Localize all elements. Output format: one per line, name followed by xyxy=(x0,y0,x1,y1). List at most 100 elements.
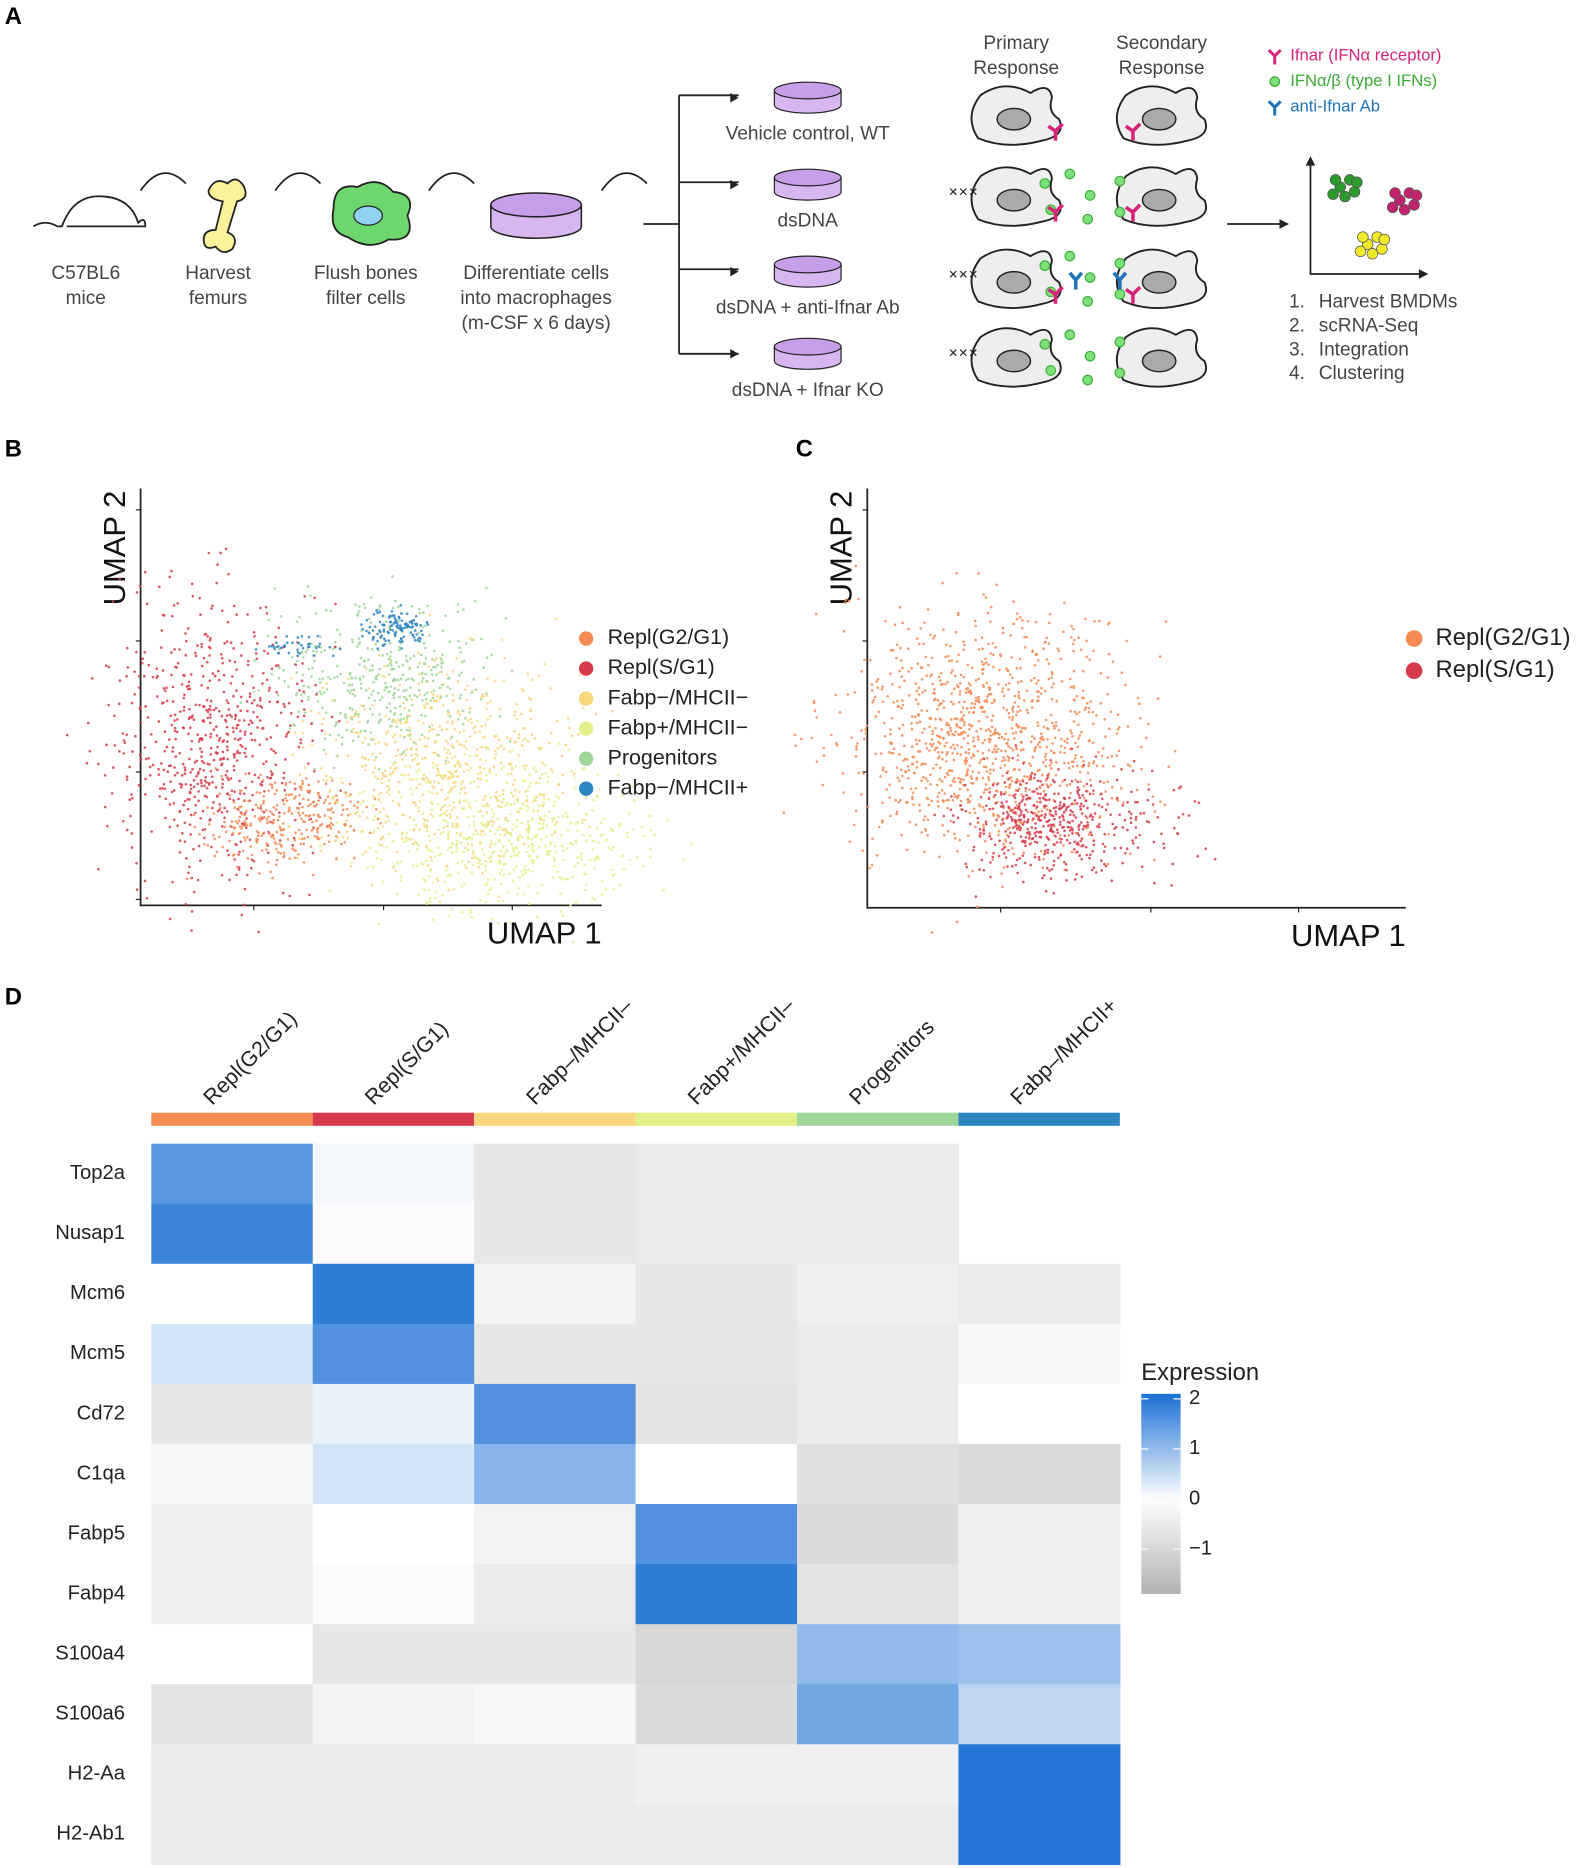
cell-point xyxy=(553,864,556,868)
cell-point xyxy=(419,653,423,657)
cell-point xyxy=(350,861,354,864)
cell-point xyxy=(331,811,335,814)
cell-point xyxy=(1098,780,1102,783)
cell-point xyxy=(237,819,241,822)
cell-point xyxy=(1059,841,1062,844)
cell-point xyxy=(1014,806,1017,810)
cell-point xyxy=(202,761,206,765)
cell-point xyxy=(540,883,543,887)
cell-point xyxy=(410,677,414,681)
cell-point xyxy=(1017,696,1021,700)
cell-point xyxy=(216,809,220,813)
cell-point xyxy=(950,692,954,695)
cell-point xyxy=(349,800,352,803)
heatmap-cell xyxy=(151,1504,314,1565)
cell-point xyxy=(1099,702,1103,705)
cell-point xyxy=(350,717,354,721)
cell-point xyxy=(353,714,356,718)
cell-point xyxy=(964,762,967,765)
cell-point xyxy=(572,776,576,779)
cell-point xyxy=(958,838,962,842)
cell-point xyxy=(881,819,884,823)
cell-point xyxy=(393,767,397,771)
cell-point xyxy=(1001,759,1004,763)
cell-point xyxy=(181,726,185,729)
cell-point xyxy=(379,837,382,841)
cell-point xyxy=(1160,832,1163,836)
cell-point xyxy=(356,612,360,615)
cell-point xyxy=(266,861,270,864)
cell-point xyxy=(1005,667,1008,670)
cell-point xyxy=(476,777,480,780)
cell-point xyxy=(164,816,167,820)
cell-point xyxy=(449,772,453,776)
cell-point xyxy=(920,678,924,681)
cell-point xyxy=(900,833,903,837)
cell-point xyxy=(1067,761,1070,765)
nucleus xyxy=(996,188,1032,212)
cell-point xyxy=(140,661,144,665)
cell-point xyxy=(1051,778,1055,782)
cell-point xyxy=(1177,786,1181,790)
cell-point xyxy=(389,709,392,713)
cell-point xyxy=(294,795,297,798)
cell-point xyxy=(469,717,473,721)
cell-point xyxy=(502,765,506,768)
cell-point xyxy=(483,853,486,857)
cell-point xyxy=(339,672,342,676)
cell-point xyxy=(271,812,274,815)
cell-point xyxy=(983,839,987,843)
cell-point xyxy=(960,808,963,811)
heatmap-cell xyxy=(635,1383,798,1445)
cell-point xyxy=(1018,802,1021,805)
cell-point xyxy=(887,751,891,754)
cell-point xyxy=(1029,740,1033,744)
cell-point xyxy=(986,756,989,760)
cell-point xyxy=(172,802,176,805)
cell-point xyxy=(520,712,523,716)
cell-point xyxy=(1084,706,1088,709)
cell-point xyxy=(495,798,499,802)
ifn-dot xyxy=(1082,213,1094,225)
cell-point xyxy=(486,677,489,680)
cell-point xyxy=(239,840,243,844)
cell-point xyxy=(423,825,427,828)
cell-point xyxy=(982,829,986,832)
cell-point xyxy=(189,787,193,791)
cell-point xyxy=(445,864,449,868)
cell-point xyxy=(412,828,416,832)
cell-point xyxy=(437,828,440,832)
cell-point xyxy=(299,842,303,846)
cell-point xyxy=(368,617,371,621)
cell-point xyxy=(572,772,576,776)
cell-point xyxy=(366,719,370,723)
cell-point xyxy=(874,752,877,756)
cell-point xyxy=(412,864,415,867)
cell-point xyxy=(876,686,880,690)
cell-point xyxy=(1040,738,1044,741)
cell-point xyxy=(225,745,229,749)
arrowhead xyxy=(730,349,739,359)
cell-point xyxy=(351,739,355,742)
cell-point xyxy=(300,832,303,836)
cell-point xyxy=(956,849,959,853)
cell-point xyxy=(931,767,935,770)
cell-point xyxy=(455,822,459,826)
cell-point xyxy=(415,748,418,751)
cell-point xyxy=(325,682,328,685)
cell-point xyxy=(200,683,204,687)
cell-point xyxy=(400,628,404,632)
cell-point xyxy=(468,637,472,640)
cell-point xyxy=(1011,826,1015,829)
cell-point xyxy=(521,873,525,877)
cell-point xyxy=(591,896,594,900)
cell-point xyxy=(458,697,462,700)
nucleus xyxy=(1141,270,1177,294)
step-label: Flush bones xyxy=(314,263,418,284)
cell-point xyxy=(190,739,194,743)
cell-point xyxy=(301,811,305,815)
cell-point xyxy=(263,649,266,653)
cell-point xyxy=(455,831,459,835)
cell-point xyxy=(330,807,333,810)
ifn-dot xyxy=(1039,178,1051,189)
